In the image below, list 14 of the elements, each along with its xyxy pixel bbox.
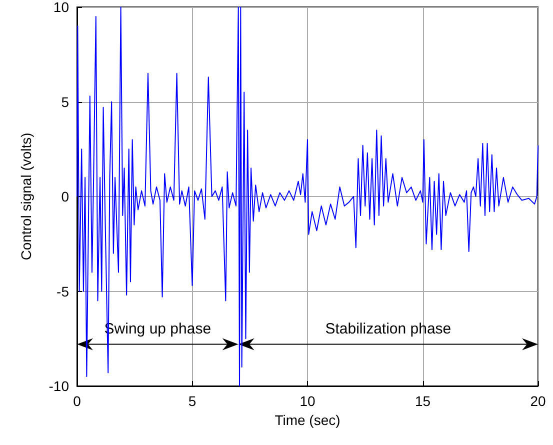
y-tick-label: -10	[48, 378, 70, 394]
annotation: Stabilization phase	[325, 320, 452, 338]
y-tick-label: 10	[53, 0, 70, 15]
x-axis-title: Time (sec)	[274, 412, 340, 428]
y-tick-label: -5	[56, 283, 70, 300]
y-tick-label: 0	[61, 188, 70, 204]
x-tick-label: 15	[414, 393, 431, 409]
x-tick-label: 0	[73, 393, 82, 409]
y-axis-title: Control signal (volts)	[18, 132, 34, 260]
x-tick-label: 5	[188, 393, 196, 409]
line-series	[76, 6, 538, 386]
x-tick-label: 10	[300, 393, 316, 409]
y-tick-label: 5	[61, 94, 70, 110]
x-tick-label: 20	[530, 393, 546, 409]
